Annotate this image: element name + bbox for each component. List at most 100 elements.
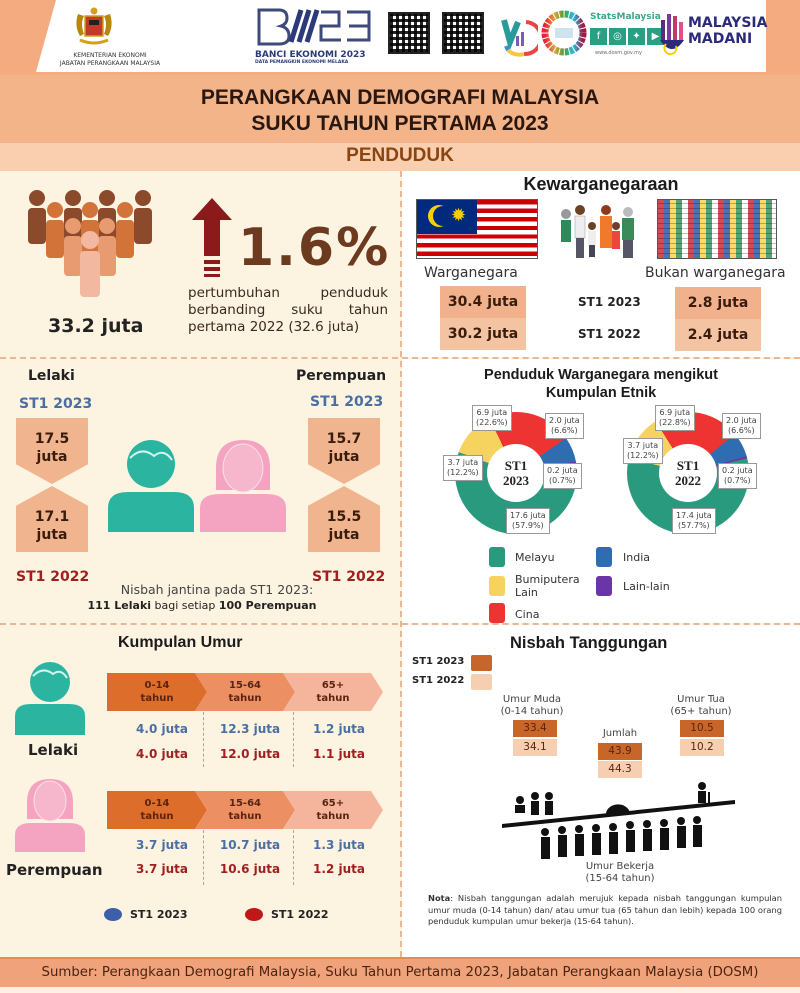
female-avatar-icon <box>200 440 286 532</box>
madani-hand-icon <box>660 14 684 56</box>
age-group-65-plus: 65+ tahun <box>283 791 383 829</box>
section-band <box>0 143 800 171</box>
total-label: Jumlah <box>602 728 638 739</box>
female-65-2023: 1.3 juta <box>313 838 365 852</box>
legend-label-2023: ST1 2023 <box>412 656 465 667</box>
qr-code-facebook[interactable] <box>442 12 484 54</box>
old-age-label: Umur Tua (65+ tahun) <box>670 694 732 717</box>
page-title: PERANGKAAN DEMOGRAFI MALAYSIA SUKU TAHUN… <box>200 86 600 135</box>
total-2022: 44.3 <box>598 761 642 778</box>
section-title: PENDUDUK <box>346 145 454 166</box>
age-group-0-14: 0-14 tahun <box>107 673 207 711</box>
legend-swatch-2022 <box>471 674 492 690</box>
sex-ratio-value: 111 Lelaki bagi setiap 100 Perempuan <box>87 599 317 612</box>
male-label: Lelaki <box>28 741 79 759</box>
legend-label-2023: ST1 2023 <box>130 908 188 921</box>
ethnic-title: Penduduk Warganegara mengikut Kumpulan E… <box>484 367 718 401</box>
male-heading: Lelaki <box>28 368 75 384</box>
male-65-2023: 1.2 juta <box>313 722 365 736</box>
noncitizen-label: Bukan warganegara <box>645 265 786 281</box>
b23-logo-icon <box>257 8 371 46</box>
female-label: Perempuan <box>6 861 103 879</box>
legend-label-2022: ST1 2022 <box>271 908 329 921</box>
callout-melayu-2023: 17.6 juta (57.9%) <box>506 508 550 534</box>
callout-india-2023: 2.0 juta (6.6%) <box>545 413 584 439</box>
social-icons: f ◎ ✦ ▶ <box>590 28 664 45</box>
young-2023: 33.4 <box>513 720 557 737</box>
legend-label-cina: Cina <box>515 608 540 621</box>
malaysia-madani-logo: MALAYSIA MADANI <box>688 15 768 47</box>
legend-label-india: India <box>623 551 650 564</box>
callout-cina-2023: 6.9 juta (22.6%) <box>472 405 512 431</box>
year-2023-label: ST1 2023 <box>310 394 384 410</box>
legend-swatch-lainlain <box>596 576 612 596</box>
callout-cina-2022: 6.9 juta (22.8%) <box>655 405 695 431</box>
growth-description: pertumbuhan penduduk berbanding suku tah… <box>188 285 388 335</box>
year-label: ST1 2022 <box>578 327 641 341</box>
female-heading: Perempuan <box>296 368 387 384</box>
dosm-url[interactable]: www.dosm.gov.my <box>595 50 642 56</box>
instagram-icon[interactable]: ◎ <box>609 28 626 45</box>
age-group-header-female: 0-14 tahun 15-64 tahun 65+ tahun <box>107 791 383 829</box>
statistics-day-logo-icon <box>501 19 538 57</box>
young-age-label: Umur Muda (0-14 tahun) <box>500 694 564 717</box>
age-group-15-64: 15-64 tahun <box>195 673 295 711</box>
dependency-note: Nota: Nisbah tanggungan adalah merujuk k… <box>428 893 782 926</box>
male-avatar-icon <box>15 662 85 735</box>
malaysia-coat-of-arms-icon <box>76 7 112 45</box>
age-group-header-male: 0-14 tahun 15-64 tahun 65+ tahun <box>107 673 383 711</box>
age-group-title: Kumpulan Umur <box>118 634 243 651</box>
female-15-64-2022: 10.6 juta <box>219 862 281 876</box>
male-0-14-2022: 4.0 juta <box>136 747 188 761</box>
female-0-14-2023: 3.7 juta <box>136 838 188 852</box>
old-2022: 10.2 <box>680 739 724 756</box>
stats-malaysia-brand: StatsMalaysia <box>590 12 661 22</box>
title-band <box>0 75 800 143</box>
ministry-name: KEMENTERIAN EKONOMI JABATAN PERANGKAAN M… <box>59 52 161 67</box>
legend-label-melayu: Melayu <box>515 551 555 564</box>
world-flags-icon <box>657 199 777 259</box>
arrow-up-icon <box>192 198 232 277</box>
divider <box>400 171 402 957</box>
facebook-icon[interactable]: f <box>590 28 607 45</box>
dependency-panel <box>402 625 800 957</box>
twitter-icon[interactable]: ✦ <box>628 28 645 45</box>
legend-swatch-india <box>596 547 612 567</box>
male-2023-value: 17.5 juta <box>16 418 88 484</box>
female-2022-value: 15.5 juta <box>308 486 380 552</box>
callout-india-2022: 2.0 juta (6.6%) <box>722 413 761 439</box>
callout-melayu-2022: 17.4 juta (57.7%) <box>672 508 716 534</box>
citizen-label: Warganegara <box>424 265 518 281</box>
male-avatar-icon <box>108 440 194 532</box>
year-2022-label: ST1 2022 <box>16 569 90 585</box>
male-15-64-2022: 12.0 juta <box>219 747 281 761</box>
age-group-0-14: 0-14 tahun <box>107 791 207 829</box>
legend-dot-2023 <box>104 908 122 921</box>
female-65-2022: 1.2 juta <box>313 862 365 876</box>
callout-lainlain-2022: 0.2 juta (0.7%) <box>718 463 757 489</box>
total-population: 33.2 juta <box>48 315 144 337</box>
year-label: ST1 2023 <box>578 295 641 309</box>
growth-percentage: 1.6% <box>238 218 391 278</box>
legend-label-2022: ST1 2022 <box>412 675 465 686</box>
legend-swatch-melayu <box>489 547 505 567</box>
male-65-2022: 1.1 juta <box>313 747 365 761</box>
age-group-15-64: 15-64 tahun <box>195 791 295 829</box>
noncitizen-2023: 2.8 juta <box>675 287 761 319</box>
source-footer: Sumber: Perangkaan Demografi Malaysia, S… <box>0 957 800 987</box>
noncitizen-2022: 2.4 juta <box>675 319 761 351</box>
malaysia-flag-icon: ✹ <box>416 199 538 259</box>
qr-code-dosm[interactable] <box>388 12 430 54</box>
total-2023: 43.9 <box>598 743 642 760</box>
citizen-2023: 30.4 juta <box>440 286 526 318</box>
legend-swatch-cina <box>489 603 505 623</box>
female-0-14-2022: 3.7 juta <box>136 862 188 876</box>
year-2023-label: ST1 2023 <box>19 396 93 412</box>
citizen-2022: 30.2 juta <box>440 318 526 350</box>
callout-lainlain-2023: 0.2 juta (0.7%) <box>543 463 582 489</box>
legend-swatch-2023 <box>471 655 492 671</box>
youtube-icon[interactable]: ▶ <box>647 28 664 45</box>
young-2022: 34.1 <box>513 739 557 756</box>
female-15-64-2023: 10.7 juta <box>219 838 281 852</box>
male-15-64-2023: 12.3 juta <box>219 722 281 736</box>
